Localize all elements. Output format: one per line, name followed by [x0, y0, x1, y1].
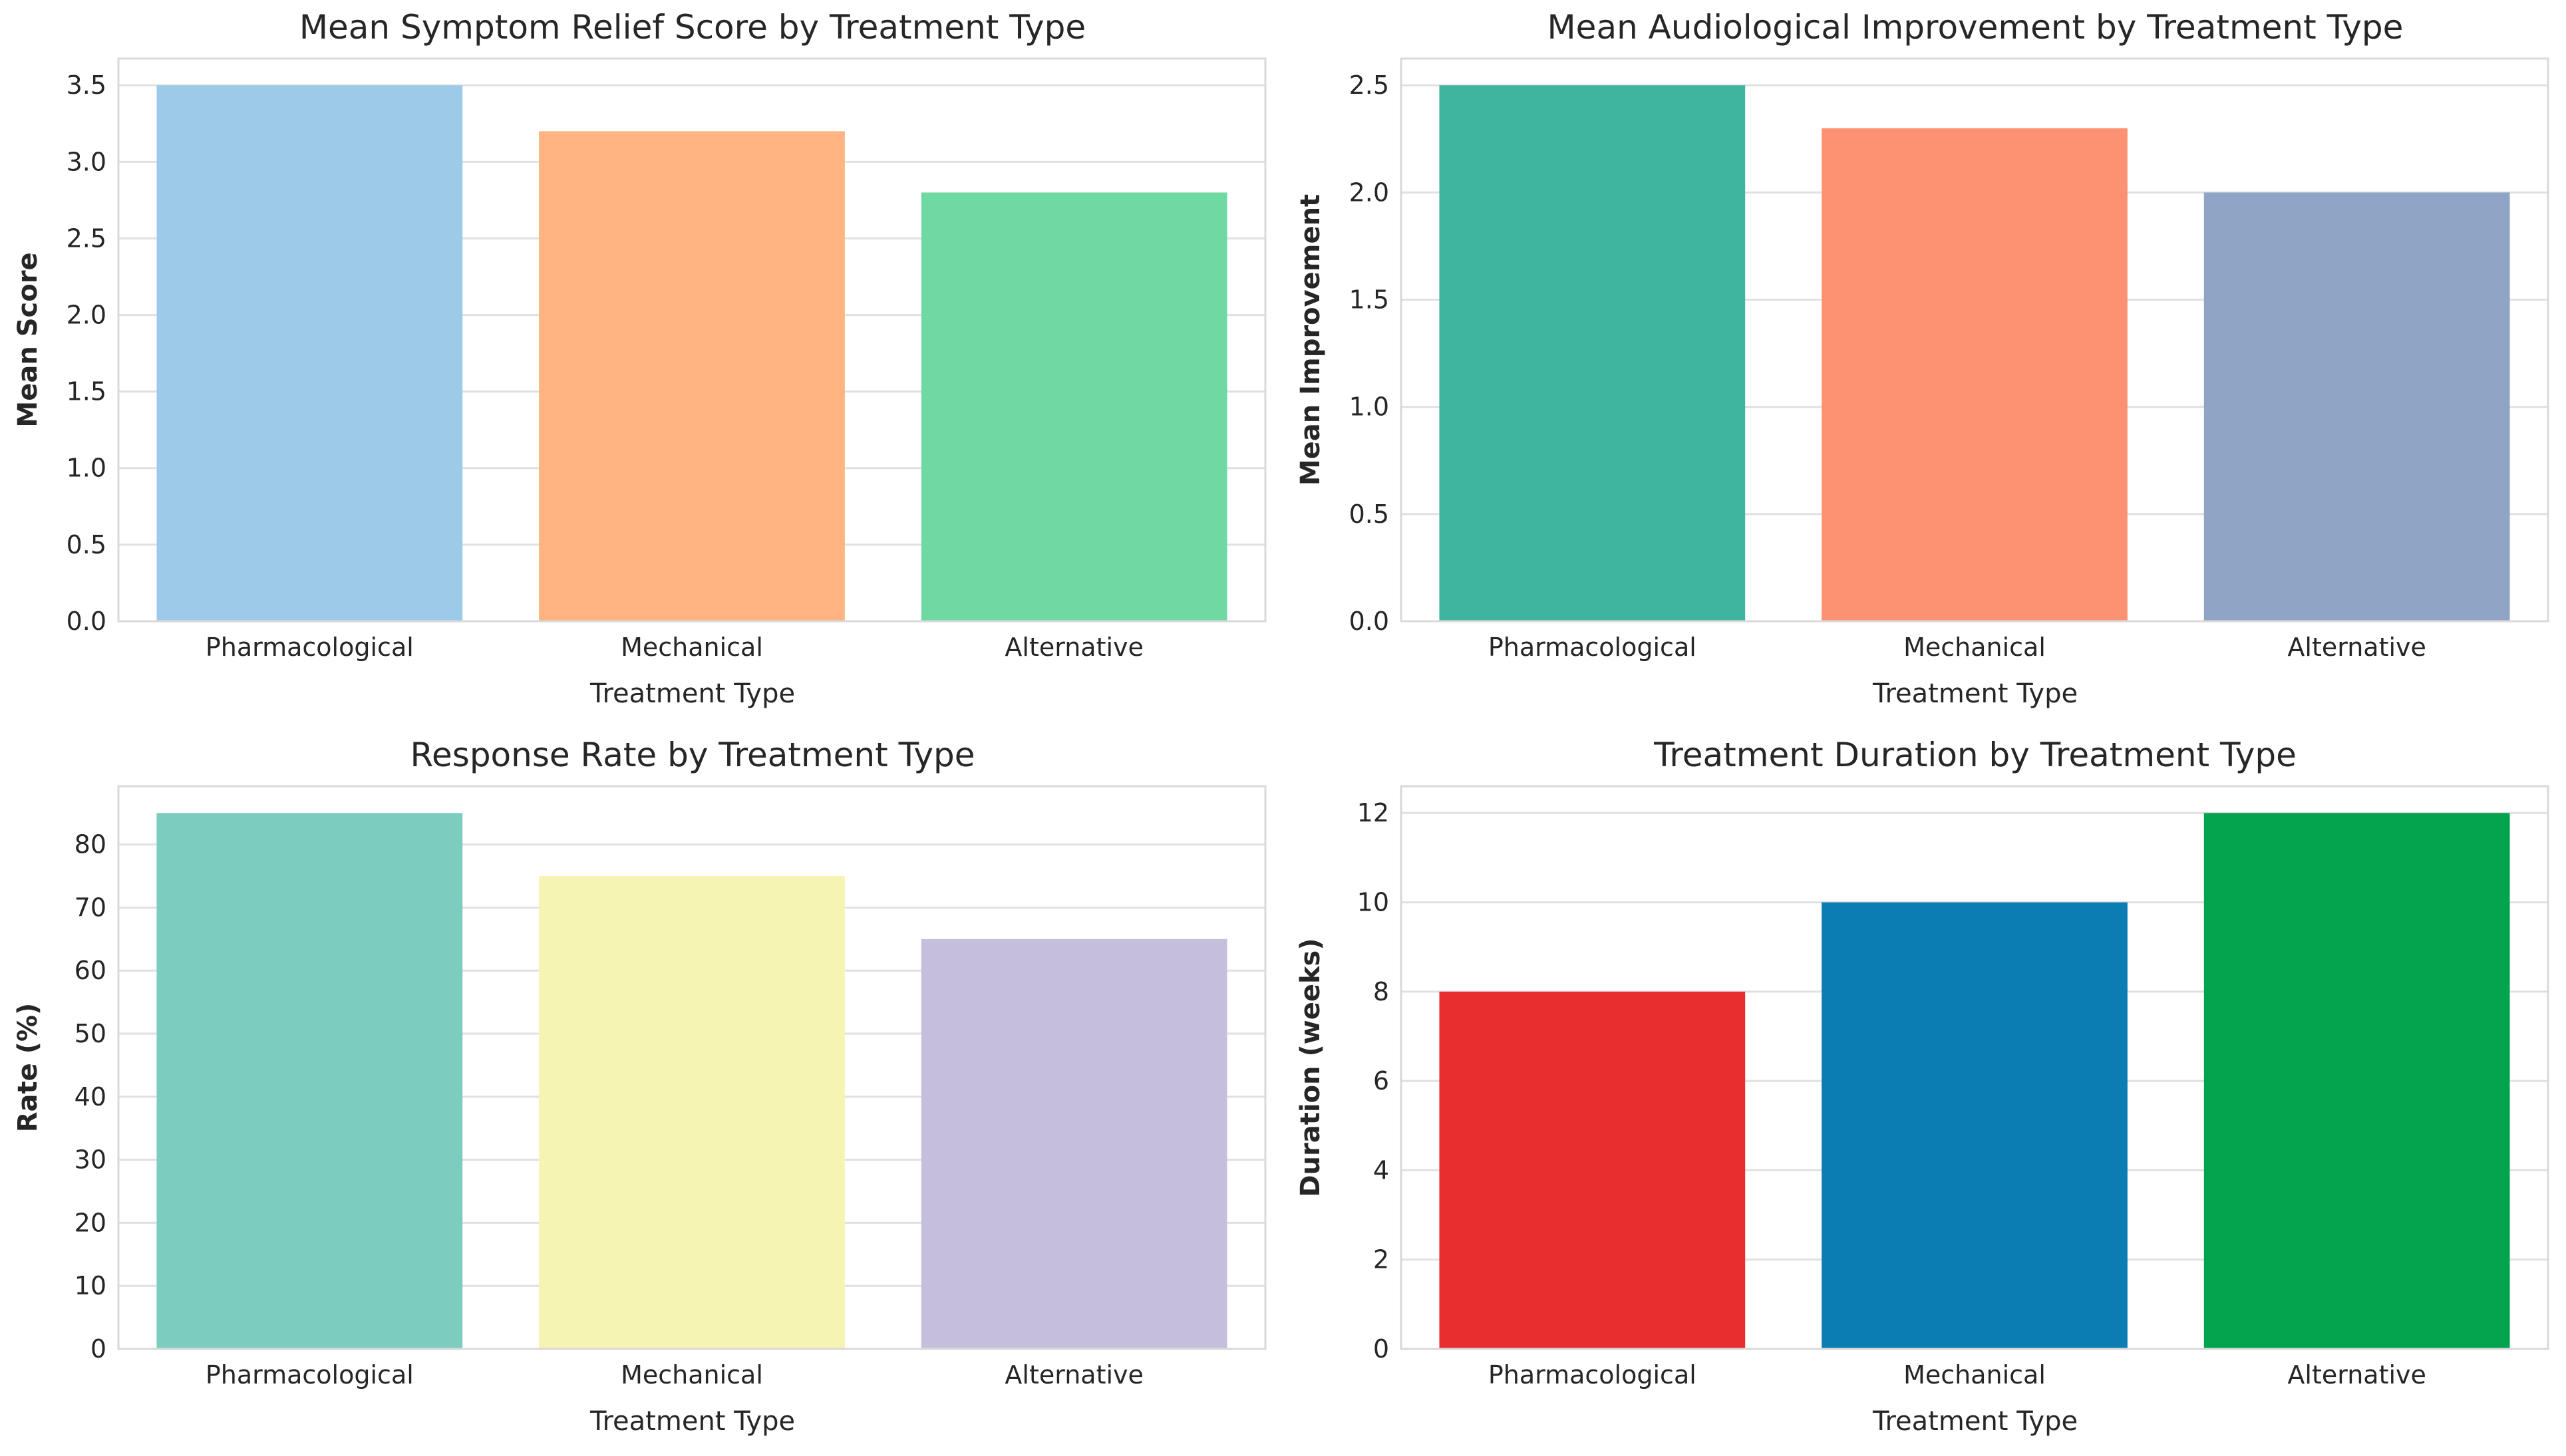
- y-tick-label: 0: [1373, 1334, 1389, 1364]
- plot-spines: [1400, 57, 2549, 623]
- bar-alternative: [2203, 813, 2510, 1349]
- y-tick-label: 10: [75, 1271, 106, 1300]
- y-tick-label: 0.0: [1349, 607, 1389, 636]
- x-tick-label-alternative: Alternative: [2287, 633, 2426, 662]
- plot-spines: [117, 57, 1267, 623]
- y-tick-label: 4: [1373, 1155, 1389, 1185]
- chart-title: Treatment Duration by Treatment Type: [1654, 736, 2297, 774]
- x-tick-label-alternative: Alternative: [1005, 633, 1143, 662]
- x-tick-label-mechanical: Mechanical: [621, 633, 763, 662]
- y-tick-label: 3.5: [67, 71, 106, 100]
- y-tick-label: 0.5: [1349, 500, 1389, 529]
- y-tick-label: 1.0: [1349, 392, 1389, 422]
- x-tick-label-pharmacological: Pharmacological: [206, 633, 414, 662]
- x-tick-label-mechanical: Mechanical: [1903, 1360, 2046, 1389]
- x-tick-label-mechanical: Mechanical: [1903, 633, 2046, 662]
- chart-title: Mean Symptom Relief Score by Treatment T…: [299, 8, 1086, 47]
- x-axis-label: Treatment Type: [589, 1406, 796, 1437]
- y-tick-label: 2.0: [67, 301, 106, 330]
- plot-area: 0 2 4 6 8 10 12 Pharmacological Mechanical Altern…: [1357, 785, 2549, 1389]
- chart-title: Response Rate by Treatment Type: [410, 736, 975, 774]
- y-tick-label: 1.5: [67, 377, 106, 406]
- bar-alternative: [2203, 192, 2510, 621]
- y-tick-label: 0.0: [67, 607, 106, 636]
- bar-pharmacological: [1439, 991, 1746, 1349]
- bar-mechanical: [539, 131, 845, 622]
- y-tick-label: 40: [75, 1082, 106, 1111]
- y-tick-label: 12: [1357, 798, 1389, 827]
- y-tick-label: 20: [75, 1208, 106, 1237]
- plot-spines: [1400, 785, 2549, 1350]
- x-axis-label: Treatment Type: [1872, 678, 2078, 709]
- y-tick-label: 0.5: [67, 530, 106, 559]
- x-axis-label: Treatment Type: [1872, 1406, 2078, 1437]
- y-tick-label: 0: [90, 1334, 106, 1364]
- bar-alternative: [921, 192, 1227, 621]
- chart-mean-audiological-improvement: Mean Audiological Improvement by Treatme…: [1283, 0, 2566, 728]
- y-tick-label: 80: [75, 830, 106, 859]
- y-tick-label: 70: [75, 893, 106, 922]
- bar-mechanical: [539, 876, 845, 1349]
- bar-mechanical: [1822, 902, 2128, 1349]
- plot-spines: [117, 785, 1267, 1350]
- y-tick-label: 1.0: [67, 454, 106, 483]
- y-tick-label: 1.5: [1349, 285, 1389, 314]
- bar-alternative: [921, 939, 1227, 1349]
- plot-area: 0 10 20 30 40 50 60 70 80 Pharmacological Mechanic…: [75, 785, 1267, 1389]
- bar-pharmacological: [156, 813, 463, 1349]
- plot-area: 0.0 0.5 1.0 1.5 2.0 2.5 Pharmacological Mechani…: [1349, 57, 2549, 662]
- y-tick-label: 2.5: [1349, 71, 1389, 100]
- y-tick-label: 8: [1373, 977, 1389, 1006]
- chart-title: Mean Audiological Improvement by Treatme…: [1547, 8, 2404, 47]
- y-tick-label: 2: [1373, 1245, 1389, 1274]
- y-tick-label: 2.5: [67, 223, 106, 253]
- x-tick-label-pharmacological: Pharmacological: [1488, 1360, 1696, 1389]
- y-tick-label: 6: [1373, 1066, 1389, 1095]
- chart-response-rate: Response Rate by Treatment Type Rate (%)…: [0, 728, 1283, 1456]
- y-tick-label: 30: [75, 1145, 106, 1175]
- bar-pharmacological: [1439, 85, 1746, 622]
- bar-mechanical: [1822, 128, 2128, 621]
- x-axis-label: Treatment Type: [589, 678, 796, 709]
- y-tick-label: 50: [75, 1019, 106, 1048]
- x-tick-label-pharmacological: Pharmacological: [1488, 633, 1696, 662]
- y-tick-label: 2.0: [1349, 178, 1389, 207]
- bar-pharmacological: [156, 85, 463, 622]
- x-tick-label-alternative: Alternative: [1005, 1360, 1143, 1389]
- y-tick-label: 10: [1357, 887, 1389, 917]
- plot-area: 0.0 0.5 1.0 1.5 2.0 2.5 3.0 3.5 Pharmacological M…: [67, 57, 1267, 662]
- chart-treatment-duration: Treatment Duration by Treatment Type Dur…: [1283, 728, 2566, 1456]
- x-tick-label-mechanical: Mechanical: [621, 1360, 763, 1389]
- chart-mean-symptom-relief: Mean Symptom Relief Score by Treatment T…: [0, 0, 1283, 728]
- y-tick-label: 3.0: [67, 147, 106, 176]
- x-tick-label-alternative: Alternative: [2287, 1360, 2426, 1389]
- y-tick-label: 60: [75, 956, 106, 985]
- x-tick-label-pharmacological: Pharmacological: [206, 1360, 414, 1389]
